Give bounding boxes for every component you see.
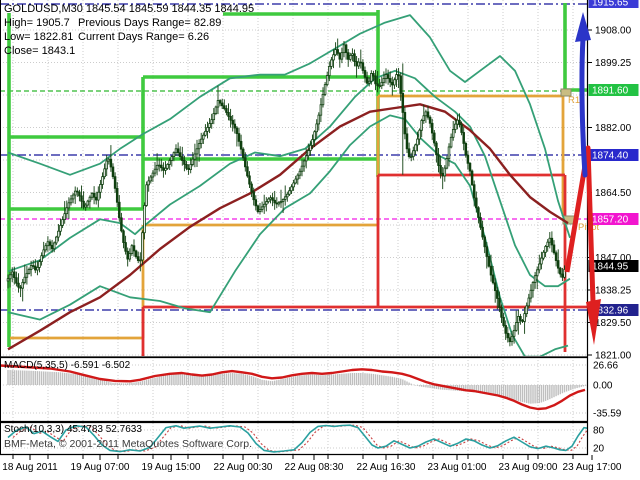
bollinger-lower: [7, 114, 569, 356]
price-tick-label: 1847.00: [595, 253, 632, 264]
price-highlight-label: 1832.96: [592, 306, 629, 317]
macd-axis-label: 26.66: [593, 361, 618, 372]
price-tick-label: 1908.00: [595, 26, 632, 37]
trend-arrows: [564, 12, 601, 345]
price-tick-label: 1864.50: [595, 188, 632, 199]
stoch-k-line: [7, 424, 588, 453]
stoch-axis-label: 20: [593, 444, 605, 455]
bollinger-upper: [7, 14, 571, 239]
time-tick-label: 19 Aug 07:00: [71, 462, 130, 473]
price-axis[interactable]: 1908.00 1899.25 1882.00 1864.50 1847.00 1838.…: [588, 0, 639, 455]
panel-borders: [0, 0, 589, 456]
price-highlight-label: 1857.20: [592, 215, 629, 226]
blue-arrowhead-icon: [575, 12, 591, 42]
time-tick-label: 23 Aug 09:00: [499, 462, 558, 473]
price-tick-label: 1838.25: [595, 286, 632, 297]
price-tick-label: 1899.25: [595, 58, 632, 69]
macd-axis-label: -35.59: [593, 409, 622, 420]
slow-ma: [7, 103, 569, 351]
time-tick-label: 23 Aug 17:00: [563, 462, 622, 473]
macd-signal-line: [0, 364, 586, 411]
stoch-d-line: [12, 424, 588, 453]
time-tick-label: 23 Aug 01:00: [428, 462, 487, 473]
price-highlight-badge: [588, 149, 639, 161]
time-tick-label: 22 Aug 16:30: [357, 462, 416, 473]
stoch-axis-label: 80: [593, 426, 605, 437]
price-tick-label: 1829.50: [595, 318, 632, 329]
macd-panel: [0, 364, 588, 414]
macd-axis-label: 0.00: [593, 381, 613, 392]
pivot-label-r1: R1: [568, 95, 580, 106]
time-axis[interactable]: 18 Aug 2011 19 Aug 07:00 19 Aug 15:00 22 Au…: [2, 455, 622, 473]
price-highlight-label: 1915.65: [592, 0, 629, 9]
red-arrowhead-icon: [586, 299, 601, 345]
price-highlight-badge: [588, 84, 639, 96]
bollinger-middle: [7, 69, 571, 288]
price-highlight-badge: [588, 0, 639, 8]
price-highlight-badge: [588, 213, 639, 225]
price-level-lines: [0, 3, 588, 311]
price-highlight-badge: [588, 260, 639, 272]
time-tick-label: 18 Aug 2011: [2, 462, 58, 473]
time-tick-label: 22 Aug 08:30: [285, 462, 344, 473]
price-highlight-label: 1874.40: [592, 151, 629, 162]
time-tick-label: 22 Aug 00:30: [214, 462, 273, 473]
price-highlight-label: 1844.95: [592, 262, 629, 273]
indicator-curves: [7, 14, 571, 356]
price-highlight-badge: [588, 304, 639, 316]
stoch-panel: [0, 424, 588, 453]
price-tick-label: 1821.00: [595, 351, 632, 362]
candles-layer: [6, 38, 566, 347]
blue-up-arrow: [579, 35, 588, 178]
price-tick-label: 1882.00: [595, 123, 632, 134]
price-highlight-label: 1891.60: [592, 86, 629, 97]
red-down-arrow: [564, 145, 596, 303]
time-tick-label: 19 Aug 15:00: [142, 462, 201, 473]
